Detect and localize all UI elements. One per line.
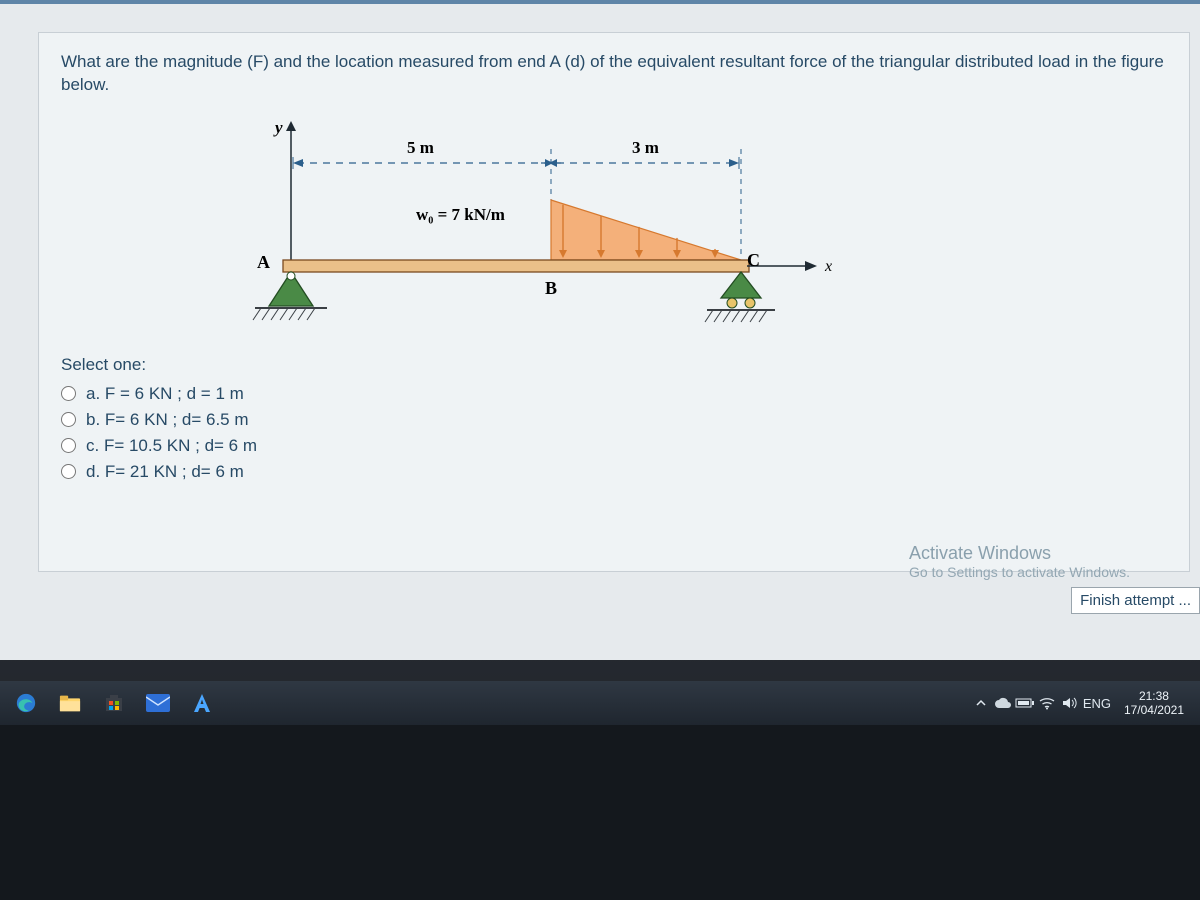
svg-text:A: A bbox=[257, 252, 270, 272]
below-screen-area bbox=[0, 725, 1200, 900]
wifi-icon[interactable] bbox=[1036, 685, 1058, 721]
svg-text:w₀ = 7 kN/m: w₀ = 7 kN/m bbox=[416, 205, 505, 224]
question-text: What are the magnitude (F) and the locat… bbox=[61, 51, 1167, 97]
ms-store-icon[interactable] bbox=[94, 685, 134, 721]
option-radio[interactable] bbox=[61, 412, 76, 427]
option-label: d. F= 21 KN ; d= 6 m bbox=[86, 462, 244, 482]
option-label: a. F = 6 KN ; d = 1 m bbox=[86, 384, 244, 404]
tray-chevron-icon[interactable] bbox=[970, 685, 992, 721]
browser-content: What are the magnitude (F) and the locat… bbox=[0, 0, 1200, 660]
taskbar-clock[interactable]: 21:38 17/04/2021 bbox=[1114, 689, 1194, 718]
beam-figure: y 5 m 3 m w₀ = 7 kN/m x A B C bbox=[201, 115, 841, 345]
select-one-label: Select one: bbox=[61, 355, 1167, 375]
onedrive-icon[interactable] bbox=[992, 685, 1014, 721]
clock-time: 21:38 bbox=[1124, 689, 1184, 703]
option-row[interactable]: c. F= 10.5 KN ; d= 6 m bbox=[61, 433, 1167, 459]
question-card: What are the magnitude (F) and the locat… bbox=[38, 32, 1190, 572]
option-radio[interactable] bbox=[61, 438, 76, 453]
svg-text:5 m: 5 m bbox=[407, 138, 434, 157]
language-indicator[interactable]: ENG bbox=[1080, 685, 1114, 721]
mail-icon[interactable] bbox=[138, 685, 178, 721]
taskbar[interactable]: ENG 21:38 17/04/2021 bbox=[0, 681, 1200, 725]
finish-attempt-button[interactable]: Finish attempt ... bbox=[1071, 587, 1200, 614]
option-row[interactable]: b. F= 6 KN ; d= 6.5 m bbox=[61, 407, 1167, 433]
svg-text:3 m: 3 m bbox=[632, 138, 659, 157]
option-row[interactable]: a. F = 6 KN ; d = 1 m bbox=[61, 381, 1167, 407]
svg-text:x: x bbox=[824, 258, 832, 275]
edge-icon[interactable] bbox=[6, 685, 46, 721]
svg-text:B: B bbox=[545, 278, 557, 298]
options-list: a. F = 6 KN ; d = 1 m b. F= 6 KN ; d= 6.5… bbox=[61, 381, 1167, 485]
option-radio[interactable] bbox=[61, 386, 76, 401]
clock-date: 17/04/2021 bbox=[1124, 703, 1184, 717]
option-radio[interactable] bbox=[61, 464, 76, 479]
file-explorer-icon[interactable] bbox=[50, 685, 90, 721]
option-label: b. F= 6 KN ; d= 6.5 m bbox=[86, 410, 249, 430]
option-row[interactable]: d. F= 21 KN ; d= 6 m bbox=[61, 459, 1167, 485]
svg-text:C: C bbox=[747, 250, 760, 270]
svg-text:y: y bbox=[273, 118, 283, 137]
app-a-icon[interactable] bbox=[182, 685, 222, 721]
system-tray: ENG 21:38 17/04/2021 bbox=[970, 685, 1194, 721]
battery-icon[interactable] bbox=[1014, 685, 1036, 721]
option-label: c. F= 10.5 KN ; d= 6 m bbox=[86, 436, 257, 456]
volume-icon[interactable] bbox=[1058, 685, 1080, 721]
